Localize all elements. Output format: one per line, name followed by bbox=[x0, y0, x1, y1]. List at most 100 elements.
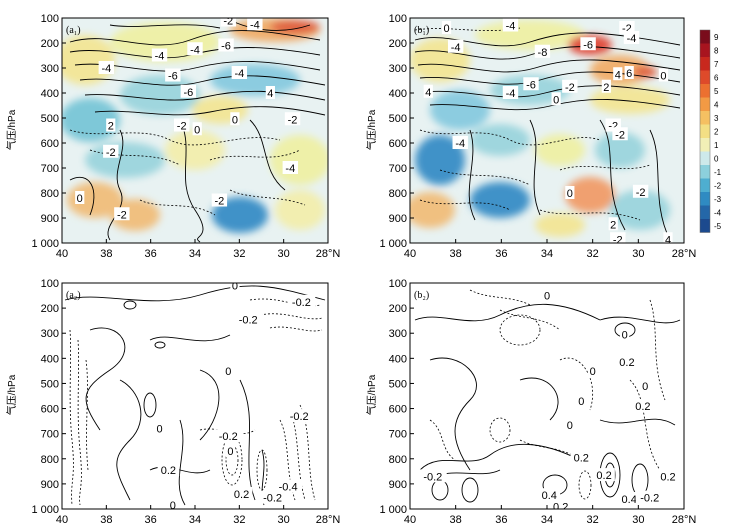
panel-a1-dashed bbox=[69, 129, 306, 216]
contour-label-bg bbox=[620, 327, 630, 341]
contour-label: -4 bbox=[250, 19, 260, 31]
colorbar-swatch bbox=[700, 111, 710, 125]
contour-label-bg bbox=[534, 44, 551, 58]
colorbar-swatch bbox=[700, 178, 710, 192]
y-tick-label: 100 bbox=[389, 13, 407, 25]
contour-label-bg bbox=[214, 429, 243, 443]
contour-label: 0 bbox=[553, 94, 559, 106]
colorbar-label: 8 bbox=[714, 46, 719, 55]
contour-label-bg bbox=[502, 18, 519, 32]
contour-label-bg bbox=[154, 421, 165, 435]
contour-label-bg bbox=[418, 469, 447, 483]
y-tick-label: 600 bbox=[389, 138, 407, 150]
contour-label-bg bbox=[576, 394, 586, 408]
contour-label-bg bbox=[640, 378, 650, 392]
contour-label-bg bbox=[218, 38, 234, 52]
colorbar-label: 4 bbox=[714, 100, 719, 109]
contour-label: -0.2 bbox=[239, 314, 258, 326]
contour-label-bg bbox=[613, 67, 623, 81]
contour-label-bg bbox=[247, 18, 263, 31]
contour-label-bg bbox=[180, 84, 197, 98]
contour-label: -0.2 bbox=[219, 431, 238, 443]
contour-label: -4 bbox=[285, 163, 295, 175]
y-tick-label: 200 bbox=[389, 303, 407, 315]
colorbar-label: 7 bbox=[714, 60, 719, 69]
contour-label: 0.2 bbox=[553, 501, 568, 513]
contour-label: -4 bbox=[627, 33, 637, 45]
contour-label: -2 bbox=[613, 234, 623, 246]
contour-label-bg bbox=[284, 112, 301, 126]
y-tick-label: 1 000 bbox=[379, 504, 407, 516]
y-tick-label: 1 000 bbox=[379, 238, 407, 250]
contour-label: 0.2 bbox=[635, 401, 650, 413]
contour-label: -2 bbox=[117, 209, 127, 221]
colorbar-swatch bbox=[700, 57, 710, 71]
contour-label: 0 bbox=[578, 396, 584, 408]
contour-label: 6 bbox=[626, 68, 632, 80]
contour-label-bg bbox=[98, 61, 115, 74]
contour-label: -4 bbox=[451, 42, 461, 54]
contour-label-bg bbox=[441, 21, 452, 34]
contour-label: 0 bbox=[194, 124, 200, 136]
contour-label-bg bbox=[608, 217, 618, 231]
colorbar: 9 8 7 6 5 4 3 2 1 0 -1 -2 -3 -4 -5 bbox=[699, 29, 722, 233]
contour-label: 0 bbox=[77, 193, 83, 205]
contour-label: -0.4 bbox=[279, 481, 298, 493]
contour-label-bg bbox=[157, 463, 180, 477]
x-tick-label: 38 bbox=[100, 248, 112, 260]
contour-label: -4 bbox=[101, 63, 111, 75]
panel-a1: -2 -4-6-4-4-4-6 -44-62 -2 00 -2-2-40-2-2 (a₁)… bbox=[5, 13, 340, 260]
x-tick-label: 28°N bbox=[672, 248, 697, 260]
contour-label: 0 bbox=[567, 188, 573, 200]
panel-a2: 0 -0.2 -0.2 0 -0.2 0 -0.2 0.2 0 -0.4 0.2 -0.2 0 (a₂)… bbox=[5, 278, 340, 526]
contour-label: 2 bbox=[108, 121, 114, 133]
x-tick-label: 30 bbox=[278, 248, 290, 260]
contour-label: 0 bbox=[227, 446, 233, 458]
x-tick-label: 32 bbox=[587, 248, 599, 260]
y-tick-label: 200 bbox=[41, 38, 59, 50]
contour-label-bg bbox=[551, 92, 561, 106]
contour-label-bg bbox=[588, 363, 598, 377]
contour-label: -6 bbox=[583, 39, 593, 51]
contour-label: 0.2 bbox=[574, 453, 589, 465]
x-tick-label: 40 bbox=[56, 248, 68, 260]
colorbar-label: 3 bbox=[714, 114, 719, 123]
y-tick-label: 700 bbox=[41, 429, 59, 441]
contour-label: -4 bbox=[455, 138, 465, 150]
panel-b1-ticks: 40 38 36 34 32 30 28°N100200300400500600700800… bbox=[379, 13, 696, 260]
contour-label-bg bbox=[106, 118, 116, 132]
contour-label: 0.2 bbox=[596, 470, 611, 482]
contour-label-bg bbox=[538, 488, 561, 502]
contour-label-bg bbox=[623, 31, 640, 44]
contour-label-bg bbox=[565, 417, 575, 431]
x-tick-label: 36 bbox=[145, 514, 157, 526]
colorbar-swatch bbox=[700, 124, 710, 138]
colorbar-label: -2 bbox=[714, 181, 722, 190]
colorbar-label: -4 bbox=[714, 208, 722, 217]
y-tick-label: 400 bbox=[389, 88, 407, 100]
contour-label: 0 bbox=[567, 420, 573, 432]
x-tick-label: 40 bbox=[56, 514, 68, 526]
colorbar-swatch bbox=[700, 84, 710, 98]
contour-label: -2 bbox=[177, 121, 187, 133]
contour-label: -2 bbox=[608, 121, 618, 133]
contour-label-bg bbox=[223, 363, 233, 377]
contour-label: 0.4 bbox=[622, 494, 637, 506]
y-tick-label: 900 bbox=[41, 479, 59, 491]
panel-b1-contour-labels: 0 -4 -2-4-6-8-44-6-40-2 24 6 0-2-4-20 -22-2 4 bbox=[423, 18, 673, 246]
colorbar-label: -3 bbox=[714, 195, 722, 204]
contour-label: 0 bbox=[156, 424, 162, 436]
contour-label: 0.2 bbox=[660, 471, 675, 483]
contour-label: 0 bbox=[660, 71, 666, 83]
contour-label-bg bbox=[230, 486, 253, 500]
panel-a2-ticks: 40 38 36 34 32 30 28°N 100 200 300 400 500 600 700 800… bbox=[31, 278, 340, 526]
x-tick-label: 32 bbox=[233, 248, 245, 260]
y-tick-label: 200 bbox=[41, 303, 59, 315]
contour-label-bg bbox=[220, 18, 236, 27]
contour-label-bg bbox=[230, 283, 240, 292]
y-tick-label: 500 bbox=[389, 113, 407, 125]
y-tick-label: 300 bbox=[389, 63, 407, 75]
contour-label: 0 bbox=[544, 291, 550, 303]
contour-label: 4 bbox=[615, 69, 621, 81]
